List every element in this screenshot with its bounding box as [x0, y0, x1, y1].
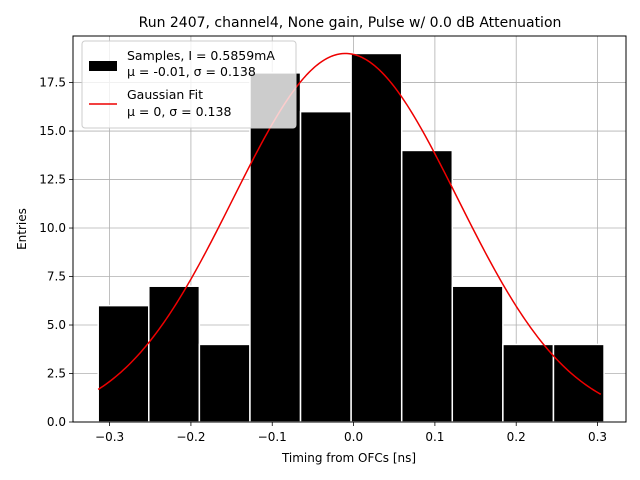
legend: Samples, I = 0.5859mA μ = -0.01, σ = 0.1…: [81, 40, 297, 129]
histogram-bar: [249, 72, 302, 423]
x-tick-label: 0.1: [425, 430, 444, 444]
y-tick-label: 0.0: [47, 415, 66, 429]
chart-title: Run 2407, channel4, None gain, Pulse w/ …: [139, 15, 562, 31]
axes-frame: [72, 35, 627, 423]
y-tick-label: 10.0: [39, 221, 66, 235]
x-tick-label: −0.2: [176, 430, 205, 444]
legend-histogram-swatch: [89, 61, 117, 71]
histogram-bar: [451, 285, 504, 423]
y-tick-label: 17.5: [39, 76, 66, 90]
legend-histogram-label: Samples, I = 0.5859mA: [127, 48, 275, 63]
histogram-bar: [400, 149, 454, 423]
x-tick-label: 0.0: [344, 430, 363, 444]
x-tick-label: −0.3: [95, 430, 124, 444]
y-tick-label: 2.5: [47, 367, 66, 381]
histogram-bar: [198, 343, 251, 423]
y-tick-label: 7.5: [47, 270, 66, 284]
x-tick-label: −0.1: [258, 430, 287, 444]
histogram-bar: [350, 52, 403, 423]
legend-histogram-stats: μ = -0.01, σ = 0.138: [127, 64, 256, 79]
histogram-bar: [299, 110, 352, 423]
y-axis-ticks: 0.0 2.5 5.0 7.5 10.0 12.5 15.0 17.5: [39, 76, 73, 429]
x-tick-label: 0.2: [507, 430, 526, 444]
gaussian-fit-line: [97, 52, 602, 395]
histogram-bar: [97, 304, 150, 423]
y-tick-label: 5.0: [47, 318, 66, 332]
x-axis-ticks: −0.3 −0.2 −0.1 0.0 0.1 0.2 0.3: [95, 422, 607, 444]
legend-frame: [81, 40, 297, 129]
histogram-bar: [502, 343, 555, 423]
x-axis-label: Timing from OFCs [ns]: [281, 451, 416, 465]
legend-fit-stats: μ = 0, σ = 0.138: [127, 104, 231, 119]
histogram-bar: [552, 343, 605, 423]
y-tick-label: 15.0: [39, 124, 66, 138]
histogram-bars: [97, 52, 605, 423]
x-tick-label: 0.3: [588, 430, 607, 444]
y-tick-label: 12.5: [39, 173, 66, 187]
y-axis-label: Entries: [15, 208, 29, 250]
legend-fit-label: Gaussian Fit: [127, 87, 203, 102]
